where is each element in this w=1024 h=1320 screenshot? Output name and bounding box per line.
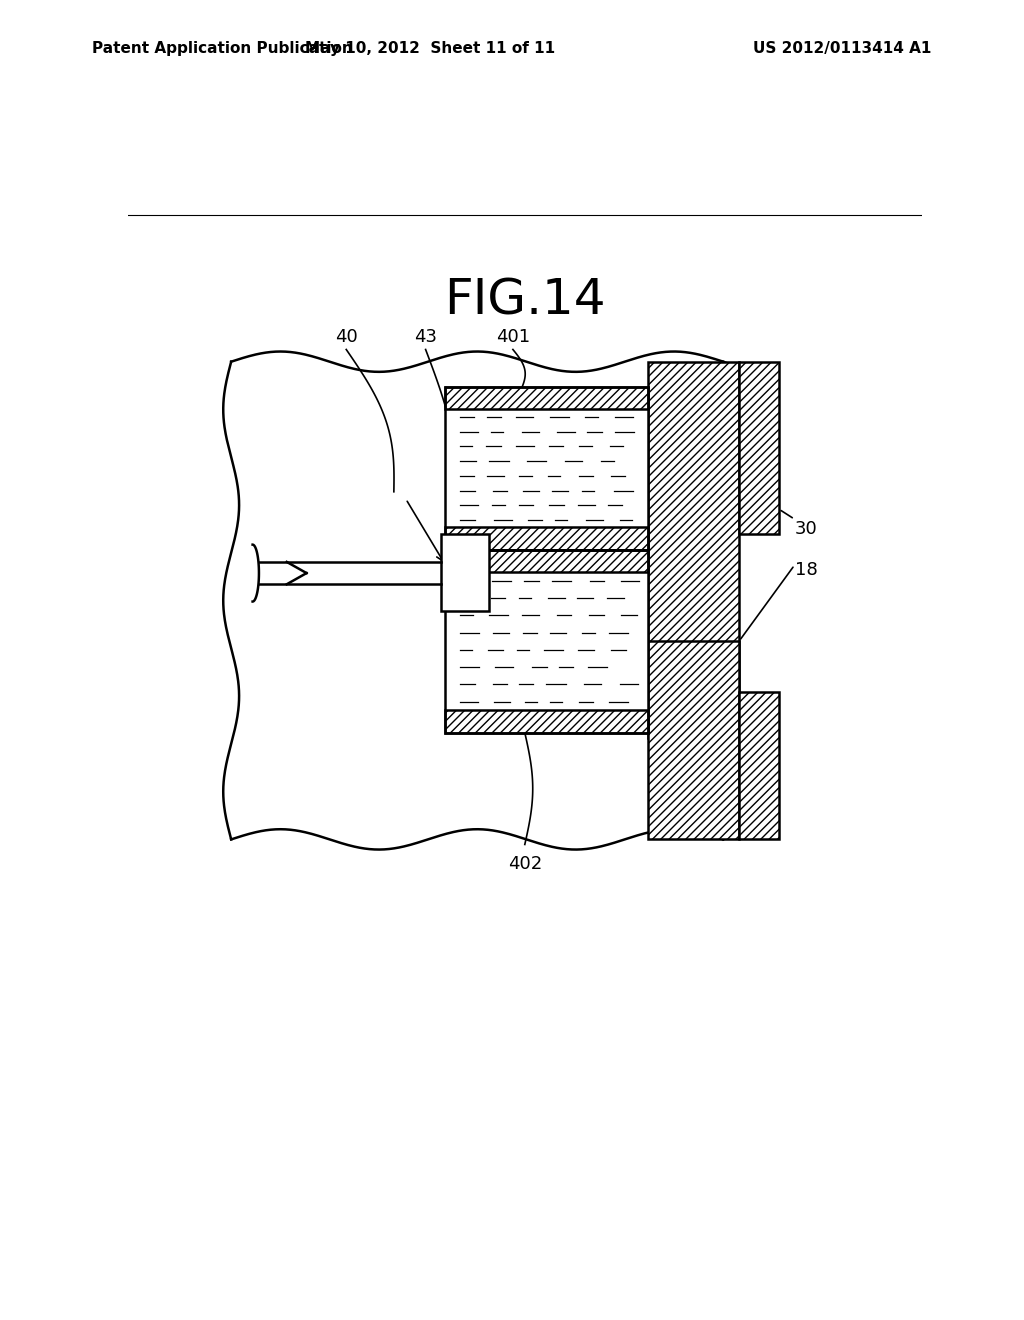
Bar <box>739 362 778 535</box>
Bar <box>739 362 778 535</box>
Bar <box>441 535 489 611</box>
Bar <box>445 528 648 549</box>
Text: 401: 401 <box>496 329 530 346</box>
Text: 40: 40 <box>335 329 357 346</box>
Text: 402: 402 <box>508 854 542 873</box>
Bar <box>648 362 739 738</box>
Text: FIG.14: FIG.14 <box>444 277 605 325</box>
Bar <box>445 549 648 572</box>
Text: 43: 43 <box>414 329 437 346</box>
Bar <box>445 710 648 733</box>
Text: US 2012/0113414 A1: US 2012/0113414 A1 <box>754 41 932 57</box>
Bar <box>445 528 648 549</box>
Text: Patent Application Publication: Patent Application Publication <box>92 41 353 57</box>
Bar <box>445 549 648 572</box>
Bar <box>445 549 648 733</box>
Bar <box>648 642 739 840</box>
Bar <box>739 692 778 840</box>
Text: May 10, 2012  Sheet 11 of 11: May 10, 2012 Sheet 11 of 11 <box>305 41 555 57</box>
Text: 30: 30 <box>795 520 817 539</box>
Bar <box>445 387 648 409</box>
Bar <box>648 362 739 738</box>
Bar <box>648 642 739 840</box>
Bar <box>445 387 648 409</box>
Bar <box>739 692 778 840</box>
Bar <box>445 710 648 733</box>
Text: 18: 18 <box>795 561 817 579</box>
Bar <box>445 387 648 549</box>
